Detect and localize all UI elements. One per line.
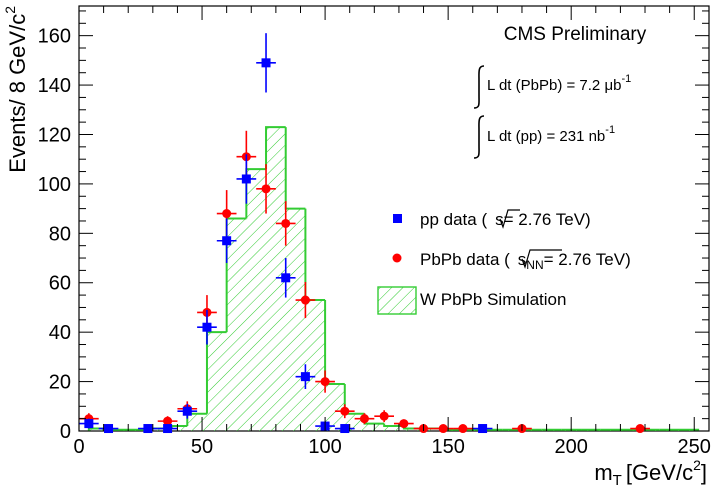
simulation-bin <box>304 208 326 302</box>
x-tick-label: 100 <box>308 436 341 458</box>
x-tick-label: 150 <box>431 436 464 458</box>
simulation-bin <box>383 423 404 428</box>
legend-marker-pp <box>393 214 402 223</box>
pp-data-point <box>472 424 493 434</box>
pp-data-point <box>295 364 316 389</box>
y-tick-label: 100 <box>38 174 71 196</box>
pp-data-point <box>157 424 178 434</box>
legend-entry-pbpb: PbPb data (sNN= 2.76 TeV) <box>392 249 631 272</box>
pp-data-point <box>138 424 158 434</box>
legend: pp data (s= 2.76 TeV) PbPb data (sNN= 2.… <box>377 209 631 315</box>
axis-ticks <box>78 6 709 432</box>
pbpb-data-series <box>79 130 650 434</box>
pbpb-data-point <box>453 424 473 434</box>
pp-data-point <box>334 424 355 434</box>
pbpb-data-point <box>374 410 394 423</box>
legend-entry-sim: W PbPb Simulation <box>377 286 566 315</box>
sqrt-sign-icon <box>521 249 562 269</box>
x-tick-label: 200 <box>555 436 588 458</box>
legend-marker-pbpb <box>392 253 402 263</box>
integral-sign-icon <box>473 65 485 109</box>
pbpb-data-point <box>394 419 414 429</box>
pbpb-data-point <box>354 413 375 425</box>
cms-preliminary-label: CMS Preliminary <box>504 24 647 45</box>
y-tick-label: 160 <box>38 26 71 48</box>
simulation-bin <box>324 300 345 386</box>
pp-data-point <box>197 309 217 345</box>
y-tick-label: 80 <box>49 223 71 245</box>
pbpb-data-point <box>315 370 335 393</box>
sqrt-sign-icon <box>499 209 520 229</box>
svg-text:PbPb data (sNN= 2.76 TeV): PbPb data (sNN= 2.76 TeV) <box>420 250 631 272</box>
lumi-pp-annotation: L dt (pp) = 231 nb-1 <box>473 115 615 159</box>
svg-text:L dt (PbPb) = 7.2 μb-1: L dt (PbPb) = 7.2 μb-1 <box>487 73 631 94</box>
y-tick-label: 40 <box>49 322 71 344</box>
y-tick-label: 140 <box>38 75 71 97</box>
pp-data-point <box>98 424 119 434</box>
pbpb-data-point <box>157 416 178 427</box>
svg-text:L dt (pp) = 231 nb-1: L dt (pp) = 231 nb-1 <box>487 124 615 145</box>
y-axis-title: Events/ 8 GeV/c2 <box>2 6 30 173</box>
svg-text:W PbPb Simulation: W PbPb Simulation <box>420 290 566 309</box>
y-tick-label: 120 <box>38 124 71 146</box>
pbpb-data-point <box>334 404 355 419</box>
lumi-pbpb-annotation: L dt (PbPb) = 7.2 μb-1 <box>473 65 631 109</box>
x-axis-title: mT [GeV/c2] <box>594 457 707 488</box>
pbpb-data-point <box>275 201 296 246</box>
svg-text:pp data (s= 2.76 TeV): pp data (s= 2.76 TeV) <box>420 210 591 229</box>
pp-data-point <box>177 403 198 419</box>
y-tick-labels: 0 20 40 60 80 100 120 140 160 <box>38 26 71 443</box>
legend-entry-pp: pp data (s= 2.76 TeV) <box>393 209 591 229</box>
x-tick-label: 250 <box>678 436 711 458</box>
pp-data-point <box>216 218 237 263</box>
y-tick-label: 60 <box>49 273 71 295</box>
legend-marker-sim <box>377 286 417 315</box>
pp-data-point <box>79 418 99 429</box>
integral-sign-icon <box>473 115 485 159</box>
y-tick-label: 20 <box>49 372 71 394</box>
simulation-histogram <box>87 126 700 431</box>
x-tick-label: 50 <box>191 436 213 458</box>
pp-data-point <box>256 33 276 93</box>
pbpb-data-point <box>256 164 276 214</box>
simulation-hatch-fill <box>88 127 700 431</box>
pp-data-point <box>236 154 257 204</box>
pbpb-data-point <box>433 424 454 434</box>
x-tick-labels: 0 50 100 150 200 250 <box>73 436 710 458</box>
pbpb-data-point <box>630 424 650 434</box>
simulation-bin <box>265 126 286 170</box>
pbpb-data-point <box>295 282 316 319</box>
simulation-bin <box>284 127 306 210</box>
pp-data-point <box>275 258 296 298</box>
y-tick-label: 0 <box>60 421 71 443</box>
x-tick-label: 0 <box>73 436 84 458</box>
